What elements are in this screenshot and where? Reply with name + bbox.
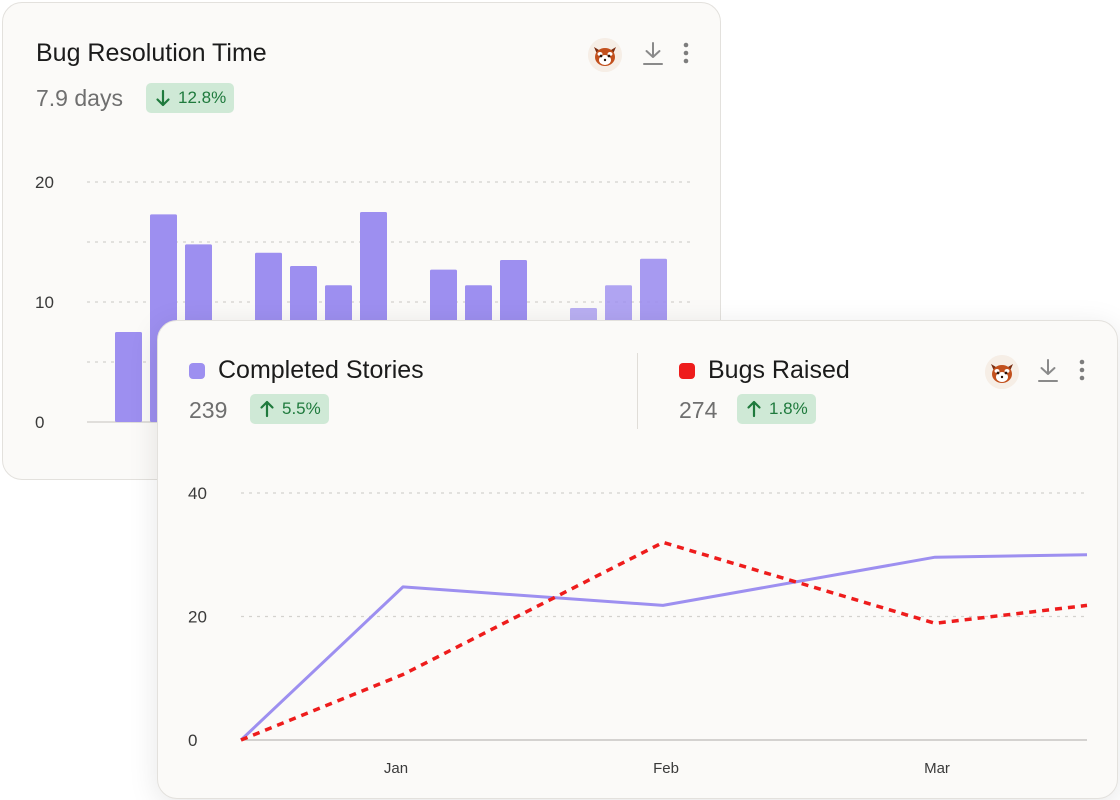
stories-bugs-line-chart: 0 20 40 Jan Feb Mar xyxy=(188,484,1088,777)
bug-card-value: 7.9 days xyxy=(36,85,123,111)
bar-y-tick-label: 0 xyxy=(35,413,44,432)
completed-stories-change-badge: 5.5% xyxy=(250,394,329,424)
red-panda-avatar[interactable] xyxy=(985,355,1019,389)
red-panda-icon xyxy=(588,38,622,72)
more-vertical-icon[interactable] xyxy=(679,41,693,67)
line-x-tick-label: Feb xyxy=(653,760,679,777)
bug-card-title: Bug Resolution Time xyxy=(36,39,267,67)
red-panda-avatar[interactable] xyxy=(588,38,622,72)
header-divider xyxy=(637,353,638,429)
download-icon[interactable] xyxy=(641,41,665,67)
bugs-raised-legend-dot xyxy=(679,363,695,379)
bar-y-tick-label: 20 xyxy=(35,173,54,192)
arrow-up-icon xyxy=(747,400,761,418)
bug-card-change-value: 12.8% xyxy=(178,88,227,107)
completed-stories-change-value: 5.5% xyxy=(282,399,321,418)
line-y-tick-label: 20 xyxy=(188,608,207,627)
bar-y-tick-label: 10 xyxy=(35,293,54,312)
red-panda-icon xyxy=(985,355,1019,389)
bugs-raised-change-value: 1.8% xyxy=(769,399,808,418)
completed-stories-value: 239 xyxy=(189,397,228,423)
completed-stories-title: Completed Stories xyxy=(218,356,424,384)
arrow-up-icon xyxy=(260,400,274,418)
line-y-tick-label: 40 xyxy=(188,484,207,503)
bugs-raised-title: Bugs Raised xyxy=(708,356,850,384)
bugs-raised-value: 274 xyxy=(679,397,718,423)
completed-stories-series-line xyxy=(239,553,1088,742)
line-x-tick-label: Mar xyxy=(924,760,950,777)
bugs-raised-series-line xyxy=(240,540,1088,742)
bar xyxy=(115,332,142,422)
completed-stories-legend-dot xyxy=(189,363,205,379)
bug-card-change-badge: 12.8% xyxy=(146,83,235,113)
more-vertical-icon[interactable] xyxy=(1075,358,1089,384)
stories-bugs-card: Completed Stories 239 5.5% Bugs Raised 2… xyxy=(157,320,1118,799)
bugs-raised-change-badge: 1.8% xyxy=(737,394,816,424)
line-x-tick-label: Jan xyxy=(384,760,408,777)
line-y-tick-label: 0 xyxy=(188,731,197,750)
arrow-down-icon xyxy=(156,89,170,107)
download-icon[interactable] xyxy=(1036,358,1060,384)
